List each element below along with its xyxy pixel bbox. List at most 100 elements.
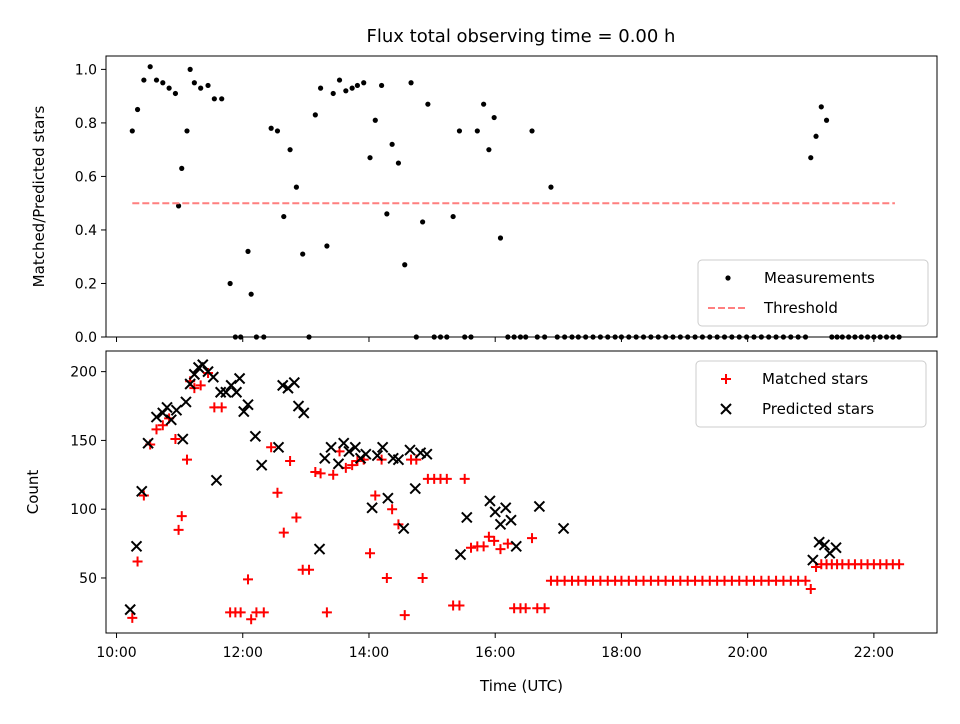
matched-point — [454, 600, 465, 611]
measurement-point — [408, 80, 414, 86]
matched-point — [483, 531, 494, 542]
matched-point — [417, 572, 428, 583]
predicted-point — [461, 511, 473, 524]
measurement-point — [205, 82, 211, 89]
predicted-point — [489, 506, 501, 518]
measurement-point — [497, 235, 504, 241]
x-tick-label: 18:00 — [601, 645, 641, 661]
predicted-point — [292, 400, 305, 412]
measurement-point — [361, 80, 367, 86]
predicted-point — [325, 441, 337, 454]
measurement-point — [198, 85, 204, 91]
predicted-point — [404, 444, 416, 456]
measurement-point — [425, 101, 431, 107]
predicted-point — [454, 548, 467, 561]
predicted-point — [397, 522, 410, 535]
measurement-point — [336, 77, 343, 83]
plot-frame — [105, 55, 938, 338]
predicted-point — [165, 414, 177, 426]
matched-point — [321, 607, 332, 618]
predicted-point — [338, 437, 350, 449]
legend-label: Matched stars — [762, 370, 868, 388]
measurement-point — [179, 165, 185, 171]
matched-point — [181, 454, 192, 465]
y-tick-label: 200 — [70, 365, 97, 381]
y-tick-label: 1.0 — [75, 62, 97, 78]
measurement-point — [153, 77, 160, 83]
matched-point — [173, 524, 184, 535]
matched-point — [243, 574, 254, 585]
predicted-point — [238, 405, 250, 418]
matched-point — [347, 460, 358, 471]
measurement-point — [166, 85, 172, 91]
predicted-point — [225, 379, 237, 392]
matched-point — [216, 402, 227, 413]
predicted-point — [343, 445, 355, 458]
chart-title: Flux total observing time = 0.00 h — [367, 26, 676, 47]
legend-label: Measurements — [764, 269, 875, 287]
predicted-point — [319, 452, 331, 465]
legend-box — [697, 259, 929, 327]
predicted-point — [170, 404, 183, 416]
predicted-point — [510, 540, 522, 553]
measurement-point — [172, 90, 179, 97]
predicted-point — [366, 502, 378, 514]
predicted-point — [533, 500, 546, 513]
predicted-point — [409, 482, 421, 495]
predicted-point — [207, 371, 220, 383]
matched-point — [258, 607, 269, 618]
measurement-point — [548, 184, 554, 190]
legend: Measurements Threshold — [697, 259, 929, 327]
measurement-point — [384, 211, 390, 217]
matched-point — [805, 583, 816, 594]
y-tick-label: 0.4 — [75, 223, 97, 239]
predicted-point — [177, 433, 189, 445]
measurement-point — [343, 88, 349, 94]
measurement-point — [300, 251, 306, 257]
legend-label: Threshold — [763, 299, 838, 317]
measurement-point — [274, 128, 281, 134]
measurement-point — [395, 160, 402, 166]
matched-point — [157, 420, 168, 431]
predicted-point — [142, 437, 154, 449]
predicted-point — [220, 386, 232, 398]
y-tick-label: 0.0 — [75, 330, 97, 346]
measurement-point — [293, 184, 299, 190]
matched-point — [170, 434, 181, 445]
matched-point — [365, 548, 376, 559]
predicted-point — [255, 459, 268, 471]
predicted-point — [242, 398, 254, 411]
predicted-point — [484, 495, 496, 507]
predicted-point — [371, 449, 384, 462]
measurement-point — [372, 117, 378, 123]
predicted-point — [818, 539, 831, 551]
measurement-point — [175, 203, 182, 209]
predicted-point — [188, 368, 201, 381]
measurement-point — [491, 114, 497, 121]
x-tick-label: 14:00 — [349, 645, 389, 661]
matched-point — [441, 473, 452, 484]
predicted-point — [807, 554, 819, 566]
predicted-point — [421, 448, 433, 460]
legend-box — [695, 360, 927, 428]
matched-point — [235, 607, 246, 618]
measurement-point — [456, 128, 463, 134]
series-matched-stars — [127, 368, 905, 625]
predicted-point — [360, 448, 372, 460]
legend: Matched stars Predicted stars — [695, 360, 927, 428]
measurement-point — [823, 117, 830, 123]
measurement-point — [330, 90, 336, 97]
predicted-point — [505, 514, 517, 526]
measurement-point — [187, 66, 193, 72]
x-tick-label: 20:00 — [727, 645, 767, 661]
matched-point — [151, 424, 162, 435]
measurement-point — [349, 85, 355, 91]
predicted-point — [288, 376, 300, 389]
y-tick-label: 150 — [70, 433, 97, 449]
predicted-point — [184, 378, 196, 390]
matched-point — [399, 610, 410, 621]
y-tick-label: 0.2 — [75, 276, 97, 292]
matched-point — [304, 564, 315, 575]
predicted-point — [313, 543, 326, 555]
matched-point — [127, 612, 138, 623]
